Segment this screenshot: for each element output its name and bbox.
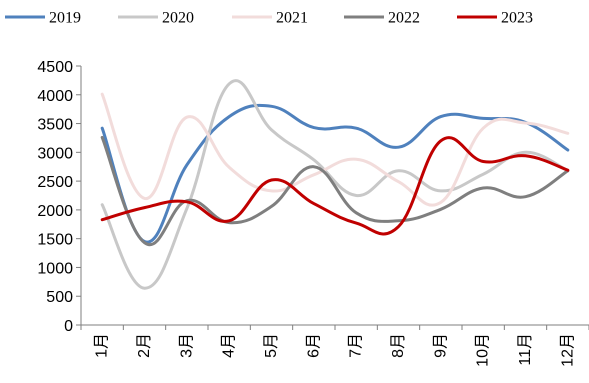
legend: 2019 2020 2021 2022 2023	[5, 10, 533, 27]
series-line-2021	[100, 92, 570, 207]
y-tick-label: 500	[46, 289, 73, 306]
legend-item-2020: 2020	[118, 10, 194, 27]
legend-label: 2022	[388, 10, 420, 27]
series-2021	[100, 92, 570, 207]
series-2023	[100, 136, 570, 236]
legend-item-2023: 2023	[457, 10, 533, 27]
y-axis: 0 500 1000 1500 2000 2500 3000 3500 4000 4500	[37, 59, 82, 335]
y-tick-label: 4000	[37, 88, 73, 105]
series-2019	[100, 103, 570, 244]
x-tick-label: 1月	[94, 333, 111, 358]
y-tick-label: 2000	[37, 203, 73, 220]
y-tick-label: 3000	[37, 145, 73, 162]
legend-label: 2019	[49, 10, 81, 27]
x-tick-label: 11月	[517, 333, 534, 366]
x-tick-label: 7月	[348, 333, 365, 358]
legend-label: 2021	[276, 10, 308, 27]
legend-label: 2020	[162, 10, 194, 27]
series-line-2023	[100, 136, 570, 236]
y-tick-label: 2500	[37, 174, 73, 191]
y-tick-label: 1500	[37, 232, 73, 249]
series-line-2019	[100, 103, 570, 244]
x-tick-label: 8月	[390, 333, 407, 358]
x-tick-label: 12月	[559, 333, 576, 367]
x-tick-label: 3月	[178, 333, 195, 358]
y-tick-label: 1000	[37, 260, 73, 277]
legend-item-2022: 2022	[344, 10, 420, 27]
x-tick-label: 6月	[305, 333, 322, 358]
y-tick-label: 3500	[37, 117, 73, 134]
x-axis: 1月 2月 3月 4月 5月 6月 7月 8月 9月 10月 11月 12月	[80, 324, 589, 367]
series-line-2020	[100, 79, 570, 290]
series-2020	[100, 79, 570, 290]
x-tick-label: 9月	[432, 333, 449, 358]
x-tick-label: 10月	[475, 333, 492, 367]
y-tick-label: 0	[64, 318, 73, 335]
x-tick-label: 4月	[221, 333, 238, 358]
legend-label: 2023	[501, 10, 533, 27]
x-tick-label: 5月	[263, 333, 280, 358]
legend-item-2021: 2021	[232, 10, 308, 27]
series-layer	[100, 79, 570, 290]
y-tick-label: 4500	[37, 59, 73, 76]
x-tick-label: 2月	[136, 333, 153, 358]
legend-item-2019: 2019	[5, 10, 81, 27]
series-2022	[100, 135, 570, 247]
series-line-2022	[100, 135, 570, 247]
